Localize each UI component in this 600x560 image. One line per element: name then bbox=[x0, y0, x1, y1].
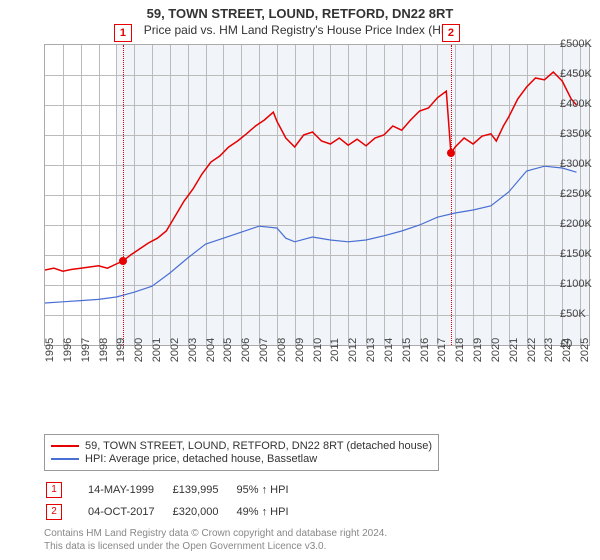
legend-row-hpi: HPI: Average price, detached house, Bass… bbox=[51, 453, 432, 465]
marker-sq-1: 1 bbox=[46, 482, 62, 498]
ytick-label: £250K bbox=[560, 188, 600, 200]
xtick-label: 2015 bbox=[401, 338, 413, 362]
marker-row-2: 2 04-OCT-2017£320,00049% ↑ HPI bbox=[46, 502, 305, 522]
xtick-label: 2025 bbox=[579, 338, 591, 362]
xtick-label: 2008 bbox=[276, 338, 288, 362]
footer-attribution: Contains HM Land Registry data © Crown c… bbox=[44, 527, 387, 553]
ytick-label: £300K bbox=[560, 158, 600, 170]
xtick-label: 1996 bbox=[62, 338, 74, 362]
plot-area bbox=[44, 44, 590, 346]
xtick-label: 2014 bbox=[383, 338, 395, 362]
xtick-label: 2013 bbox=[365, 338, 377, 362]
xtick-label: 2024 bbox=[561, 338, 573, 362]
xtick-label: 2017 bbox=[436, 338, 448, 362]
marker-price-1: £139,995 bbox=[173, 480, 235, 500]
xtick-label: 2010 bbox=[312, 338, 324, 362]
title-line-1: 59, TOWN STREET, LOUND, RETFORD, DN22 8R… bbox=[0, 6, 600, 21]
xtick-label: 2019 bbox=[472, 338, 484, 362]
xtick-label: 2000 bbox=[133, 338, 145, 362]
ytick-label: £450K bbox=[560, 68, 600, 80]
marker-pct-1: 95% ↑ HPI bbox=[237, 480, 305, 500]
marker-sq-2: 2 bbox=[46, 504, 62, 520]
legend-label-hpi: HPI: Average price, detached house, Bass… bbox=[85, 453, 317, 465]
xtick-label: 1998 bbox=[98, 338, 110, 362]
ytick-label: £400K bbox=[560, 98, 600, 110]
ytick-label: £350K bbox=[560, 128, 600, 140]
xtick-label: 2002 bbox=[169, 338, 181, 362]
xtick-label: 1995 bbox=[44, 338, 56, 362]
xtick-label: 2001 bbox=[151, 338, 163, 362]
xtick-label: 2012 bbox=[347, 338, 359, 362]
ytick-label: £500K bbox=[560, 38, 600, 50]
xtick-label: 2005 bbox=[222, 338, 234, 362]
legend-swatch-hpi bbox=[51, 458, 79, 460]
xtick-label: 2004 bbox=[205, 338, 217, 362]
series-svg bbox=[45, 45, 589, 345]
series-legend: 59, TOWN STREET, LOUND, RETFORD, DN22 8R… bbox=[44, 434, 439, 471]
ytick-label: £50K bbox=[560, 308, 600, 320]
chart: £0£50K£100K£150K£200K£250K£300K£350K£400… bbox=[0, 44, 600, 394]
ytick-label: £150K bbox=[560, 248, 600, 260]
marker-box-1: 1 bbox=[114, 24, 132, 42]
marker-dot-2 bbox=[447, 149, 455, 157]
marker-row-1: 1 14-MAY-1999£139,99595% ↑ HPI bbox=[46, 480, 305, 500]
marker-date-2: 04-OCT-2017 bbox=[88, 502, 171, 522]
ytick-label: £100K bbox=[560, 278, 600, 290]
xtick-label: 2023 bbox=[543, 338, 555, 362]
footer-line-2: This data is licensed under the Open Gov… bbox=[44, 540, 387, 553]
marker-vline-1 bbox=[123, 45, 124, 345]
xtick-label: 2007 bbox=[258, 338, 270, 362]
marker-price-2: £320,000 bbox=[173, 502, 235, 522]
title-line-2: Price paid vs. HM Land Registry's House … bbox=[0, 23, 600, 37]
marker-pct-2: 49% ↑ HPI bbox=[237, 502, 305, 522]
marker-date-1: 14-MAY-1999 bbox=[88, 480, 171, 500]
series-hpi bbox=[45, 166, 577, 303]
xtick-label: 2016 bbox=[419, 338, 431, 362]
legend-label-price-paid: 59, TOWN STREET, LOUND, RETFORD, DN22 8R… bbox=[85, 440, 432, 452]
xtick-label: 1999 bbox=[115, 338, 127, 362]
marker-vline-2 bbox=[451, 45, 452, 345]
xtick-label: 2003 bbox=[187, 338, 199, 362]
ytick-label: £200K bbox=[560, 218, 600, 230]
xtick-label: 2011 bbox=[329, 338, 341, 362]
legend-swatch-price-paid bbox=[51, 445, 79, 447]
xtick-label: 2021 bbox=[508, 338, 520, 362]
marker-dot-1 bbox=[119, 257, 127, 265]
xtick-label: 2018 bbox=[454, 338, 466, 362]
xtick-label: 2022 bbox=[526, 338, 538, 362]
marker-box-2: 2 bbox=[442, 24, 460, 42]
xtick-label: 2009 bbox=[294, 338, 306, 362]
chart-titles: 59, TOWN STREET, LOUND, RETFORD, DN22 8R… bbox=[0, 0, 600, 37]
series-price-paid bbox=[45, 72, 577, 271]
xtick-label: 2020 bbox=[490, 338, 502, 362]
xtick-label: 2006 bbox=[240, 338, 252, 362]
marker-table: 1 14-MAY-1999£139,99595% ↑ HPI 2 04-OCT-201… bbox=[44, 478, 307, 524]
footer-line-1: Contains HM Land Registry data © Crown c… bbox=[44, 527, 387, 540]
legend-row-price-paid: 59, TOWN STREET, LOUND, RETFORD, DN22 8R… bbox=[51, 440, 432, 452]
xtick-label: 1997 bbox=[80, 338, 92, 362]
